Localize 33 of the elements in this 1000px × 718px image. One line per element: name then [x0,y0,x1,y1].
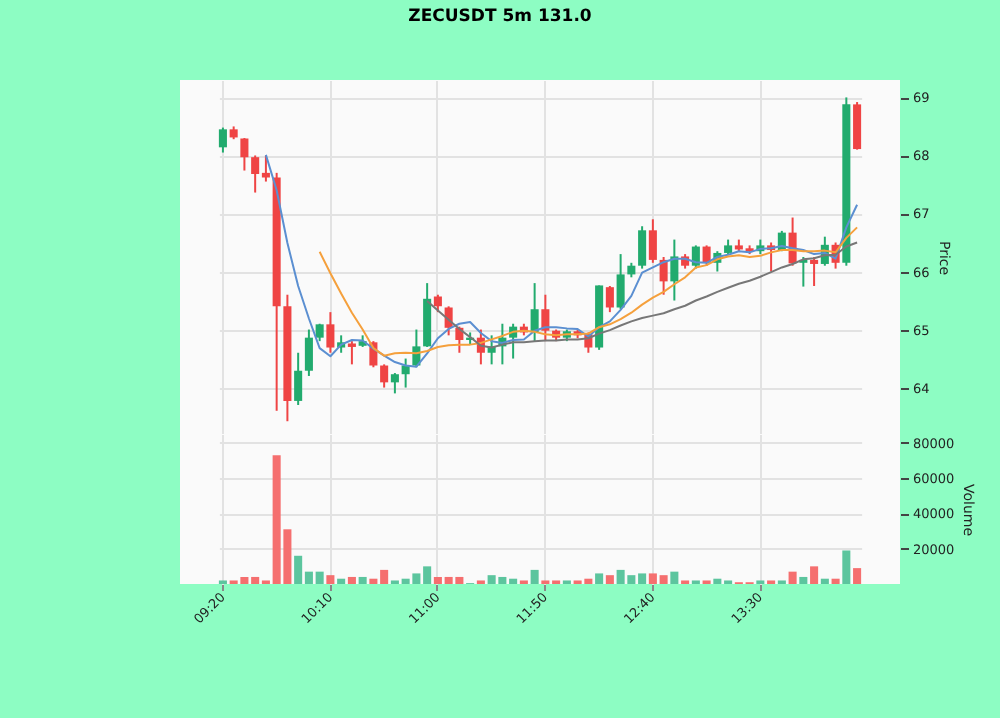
candlestick [218,126,227,154]
bar [530,569,539,584]
candlestick [638,225,647,270]
candlestick [648,218,657,264]
bar [326,575,335,584]
candlestick [853,101,862,151]
bar [670,571,679,584]
bar [595,573,604,584]
bar [605,575,614,584]
candlestick [541,293,550,343]
bar [358,576,367,584]
candlestick [380,363,389,389]
bar [337,578,346,584]
candlestick [670,238,679,302]
chart-title: ZECUSDT 5m 131.0 [408,7,592,27]
bar [347,576,356,584]
bar [788,571,797,584]
candlestick [240,137,249,172]
bar [799,576,808,584]
bar [853,568,862,584]
bar [820,578,829,584]
candlestick [347,340,356,366]
candlestick [390,372,399,395]
bar [810,566,819,584]
bar [831,578,840,584]
candlestick [423,282,432,348]
candlestick [616,253,625,311]
candlestick [326,311,335,354]
candlestick [304,328,313,377]
candlestick [294,351,303,406]
candlestick [810,256,819,288]
candlestick [605,285,614,314]
bar [842,550,851,584]
